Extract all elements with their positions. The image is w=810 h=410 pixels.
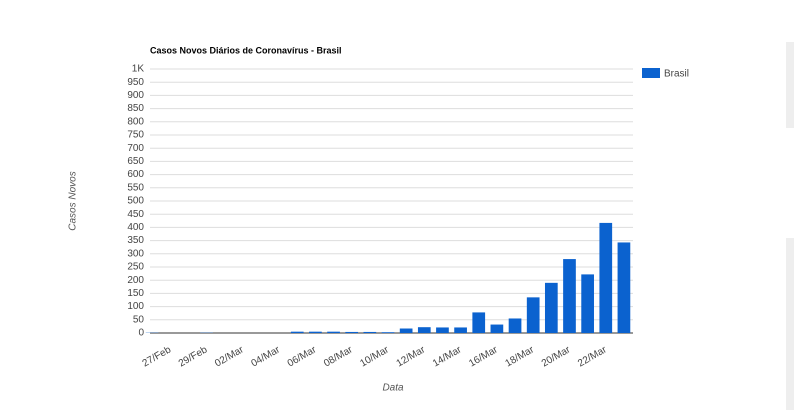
bar — [436, 327, 449, 333]
y-tick-label: 500 — [127, 196, 144, 207]
y-tick-label: 450 — [127, 209, 144, 220]
y-tick-label: 150 — [127, 288, 144, 299]
y-tick-label: 200 — [127, 275, 144, 286]
x-tick-label: 20/Mar — [540, 344, 573, 369]
y-axis-title: Casos Novos — [68, 171, 79, 230]
bar — [327, 331, 340, 333]
y-tick-label: 800 — [127, 116, 144, 127]
x-tick-label: 06/Mar — [286, 344, 319, 369]
x-axis-title: Data — [382, 383, 404, 394]
scrollbar — [786, 42, 794, 128]
x-tick-label: 08/Mar — [322, 344, 355, 369]
bar — [345, 331, 359, 333]
y-tick-label: 0 — [138, 328, 144, 339]
bar — [363, 331, 377, 333]
y-tick-label: 50 — [133, 314, 145, 325]
x-tick-label: 12/Mar — [395, 344, 428, 369]
x-tick-label: 02/Mar — [213, 344, 246, 369]
bar — [399, 328, 413, 333]
y-tick-label: 750 — [127, 130, 144, 141]
bar — [309, 331, 322, 333]
bar — [544, 282, 558, 333]
scrollbar — [786, 238, 794, 410]
bar — [599, 222, 613, 333]
bar — [617, 242, 631, 333]
bar — [454, 327, 467, 333]
x-tick-label: 22/Mar — [576, 344, 609, 369]
y-tick-label: 950 — [127, 77, 144, 88]
y-tick-label: 650 — [127, 156, 144, 167]
x-tick-label: 27/Feb — [141, 344, 174, 369]
y-tick-label: 550 — [127, 182, 144, 193]
legend-swatch — [642, 68, 660, 78]
bar — [290, 331, 304, 333]
x-tick-label: 04/Mar — [249, 344, 282, 369]
y-tick-label: 600 — [127, 169, 144, 180]
bar — [526, 297, 540, 333]
x-tick-label: 29/Feb — [177, 344, 210, 369]
y-tick-label: 700 — [127, 143, 144, 154]
y-tick-label: 300 — [127, 248, 144, 259]
x-tick-label: 14/Mar — [431, 344, 464, 369]
x-tick-label: 10/Mar — [358, 344, 391, 369]
bar — [417, 327, 431, 333]
legend-label: Brasil — [664, 69, 689, 80]
x-tick-label: 16/Mar — [467, 344, 500, 369]
y-tick-label: 400 — [127, 222, 144, 233]
y-tick-label: 100 — [127, 301, 144, 312]
bar — [581, 274, 594, 333]
bar — [563, 259, 576, 333]
bar — [508, 318, 522, 333]
x-tick-label: 18/Mar — [504, 344, 537, 369]
y-tick-label: 850 — [127, 103, 144, 114]
y-tick-label: 900 — [127, 90, 144, 101]
chart-title: Casos Novos Diários de Coronavírus - Bra… — [150, 45, 342, 55]
y-tick-label: 350 — [127, 235, 144, 246]
bar — [490, 324, 504, 333]
bar — [381, 332, 395, 333]
bar — [472, 312, 486, 333]
y-tick-label: 1K — [132, 64, 145, 75]
y-tick-label: 250 — [127, 262, 144, 273]
